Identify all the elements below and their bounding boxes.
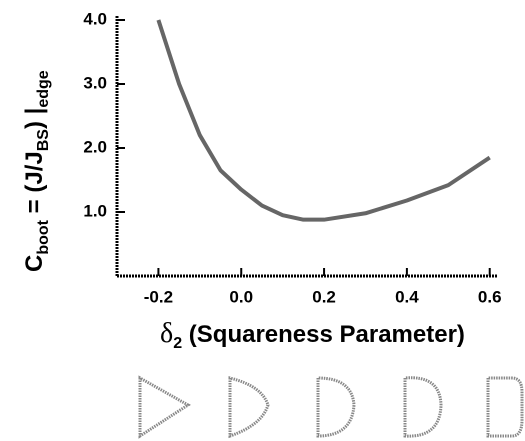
y-label-part: edge [35, 70, 52, 107]
x-axis-label: δ2 (Squareness Parameter) [160, 318, 465, 352]
x-tick-label: -0.2 [144, 287, 173, 306]
y-label-part: BS [35, 129, 52, 152]
x-label-part: δ [160, 318, 173, 349]
data-line [156, 19, 491, 222]
y-tick-label: 3.0 [83, 73, 107, 92]
x-label-part: (Squareness Parameter) [182, 321, 465, 348]
x-label-part: 2 [173, 335, 182, 352]
shape [486, 376, 524, 438]
shape [228, 376, 270, 439]
plasma-shapes [138, 375, 524, 439]
y-tick-label: 1.0 [83, 201, 107, 220]
x-tick-label: 0.0 [229, 287, 253, 306]
y-label-part: boot [35, 219, 52, 254]
y-label-part: ) | [21, 108, 48, 129]
shape [138, 375, 191, 439]
y-tick-label: 2.0 [83, 137, 107, 156]
y-label-part: C [21, 255, 48, 272]
shape [316, 376, 356, 438]
shape [403, 376, 443, 438]
x-tick-label: 0.6 [478, 287, 502, 306]
y-tick-label: 4.0 [83, 9, 107, 28]
x-tick-label: 0.4 [395, 287, 419, 306]
y-axis-label: Cboot = (J/JBS) |edge [21, 70, 52, 272]
x-tick-label: 0.2 [312, 287, 336, 306]
y-label-part: = (J/J [21, 151, 48, 220]
